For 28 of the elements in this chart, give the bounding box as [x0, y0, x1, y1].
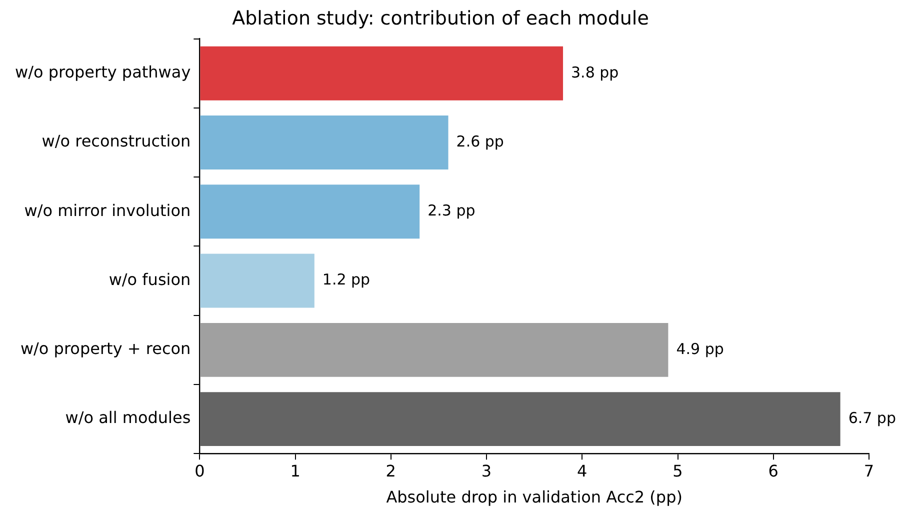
x-tick-label: 0: [194, 461, 205, 480]
bar: [200, 392, 840, 446]
data-label: 1.2 pp: [322, 270, 370, 289]
bar: [200, 322, 668, 377]
x-tick-label: 1: [290, 461, 300, 480]
y-tick-label: w/o fusion: [108, 270, 191, 289]
data-label: 4.9 pp: [676, 340, 724, 358]
y-tick-label: w/o reconstruction: [42, 132, 191, 151]
y-tick-label: w/o property + recon: [20, 339, 191, 358]
y-tick-label: w/o mirror involution: [24, 200, 191, 220]
bar: [200, 184, 420, 239]
chart-title: Ablation study: contribution of each module: [232, 7, 649, 30]
data-label: 2.6 pp: [456, 132, 504, 150]
bar: [200, 254, 314, 308]
data-label: 2.3 pp: [428, 202, 476, 220]
data-label: 3.8 pp: [571, 63, 619, 82]
y-tick-label: w/o property pathway: [14, 62, 191, 82]
x-tick-label: 4: [577, 461, 588, 480]
data-label: 6.7 pp: [848, 408, 896, 427]
x-axis-title: Absolute drop in validation Acc2 (pp): [386, 488, 682, 507]
bar: [200, 116, 448, 170]
bar: [200, 46, 564, 100]
y-tick-label: w/o all modules: [65, 408, 191, 428]
x-tick-label: 6: [768, 461, 778, 480]
x-tick-label: 5: [672, 461, 683, 480]
x-tick-label: 3: [481, 461, 492, 480]
x-tick-label: 2: [386, 461, 396, 480]
x-tick-label: 7: [864, 461, 874, 480]
